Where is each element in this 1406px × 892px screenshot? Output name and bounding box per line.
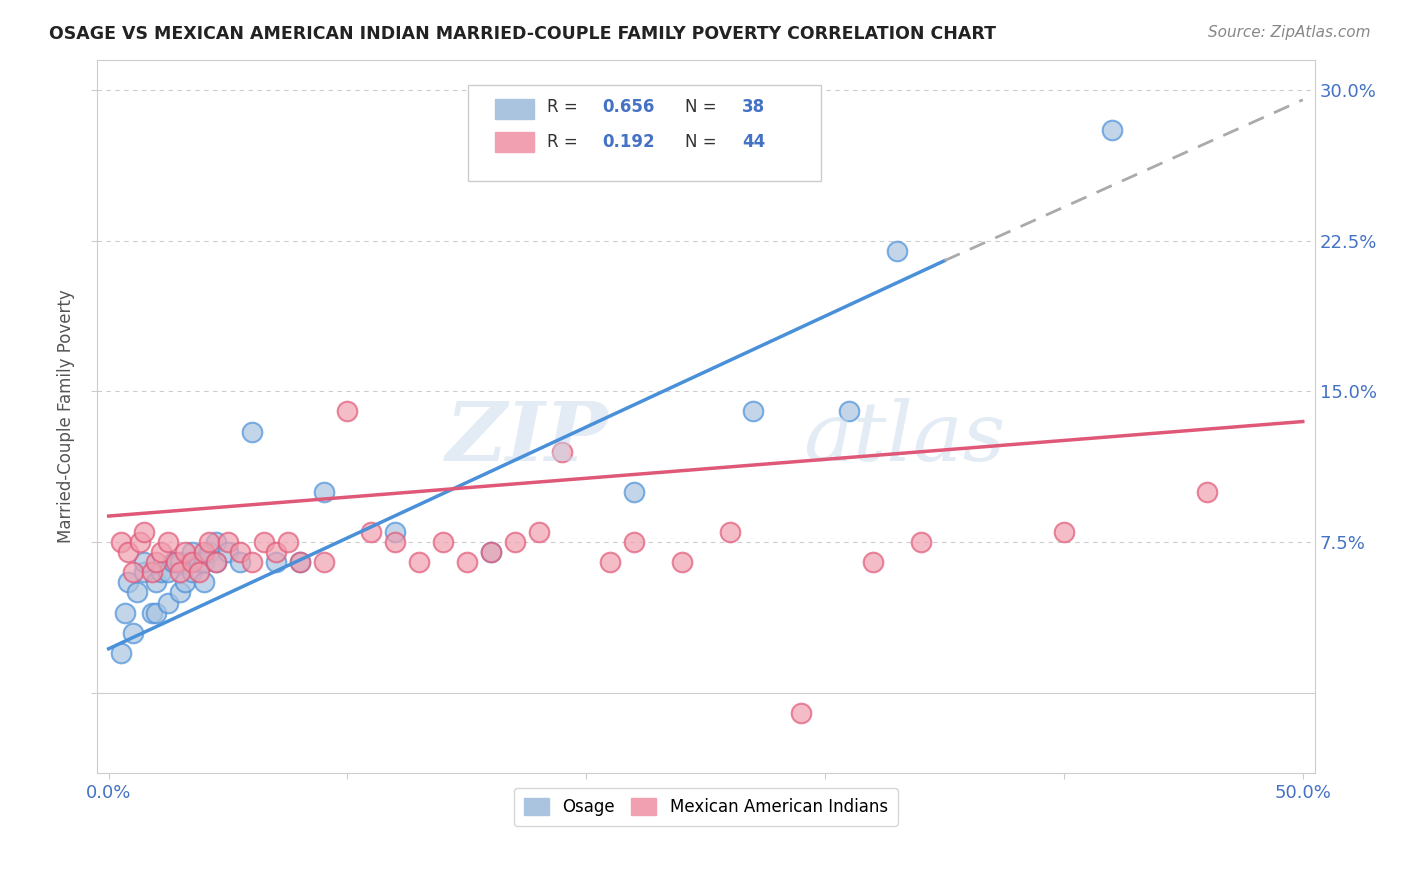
Point — [134, 566, 156, 580]
Point — [862, 555, 884, 569]
Point — [188, 566, 211, 580]
Point — [229, 545, 252, 559]
Text: 38: 38 — [742, 98, 765, 117]
Point — [838, 404, 860, 418]
Point — [145, 555, 167, 569]
Point — [479, 545, 502, 559]
Point — [312, 555, 335, 569]
Point — [217, 535, 239, 549]
Text: 0.192: 0.192 — [602, 133, 655, 151]
Point — [198, 535, 221, 549]
Point — [114, 606, 136, 620]
Point — [117, 545, 139, 559]
Point — [157, 535, 180, 549]
Bar — [495, 132, 534, 153]
Point — [886, 244, 908, 258]
Point — [117, 575, 139, 590]
Text: 0.656: 0.656 — [602, 98, 655, 117]
Legend: Osage, Mexican American Indians: Osage, Mexican American Indians — [513, 788, 898, 826]
Point — [742, 404, 765, 418]
Point — [277, 535, 299, 549]
Point — [181, 555, 204, 569]
Point — [551, 444, 574, 458]
Point — [110, 535, 132, 549]
Point — [264, 545, 287, 559]
Point — [217, 545, 239, 559]
Point — [1053, 525, 1076, 540]
Text: R =: R = — [547, 98, 583, 117]
Point — [181, 545, 204, 559]
Point — [193, 575, 215, 590]
Point — [312, 484, 335, 499]
Point — [288, 555, 311, 569]
Point — [503, 535, 526, 549]
Text: R =: R = — [547, 133, 583, 151]
Point — [205, 535, 228, 549]
Point — [169, 585, 191, 599]
Point — [157, 566, 180, 580]
Point — [145, 575, 167, 590]
Point — [790, 706, 813, 720]
Point — [479, 545, 502, 559]
Point — [162, 555, 184, 569]
Point — [121, 625, 143, 640]
Point — [264, 555, 287, 569]
Point — [150, 545, 173, 559]
Point — [360, 525, 382, 540]
Point — [205, 555, 228, 569]
Point — [141, 606, 163, 620]
Point — [188, 555, 211, 569]
Point — [121, 566, 143, 580]
Text: N =: N = — [685, 133, 721, 151]
Point — [145, 606, 167, 620]
Point — [1197, 484, 1219, 499]
Point — [198, 545, 221, 559]
Point — [384, 525, 406, 540]
Text: ZIP: ZIP — [446, 398, 609, 478]
Point — [174, 545, 197, 559]
Text: OSAGE VS MEXICAN AMERICAN INDIAN MARRIED-COUPLE FAMILY POVERTY CORRELATION CHART: OSAGE VS MEXICAN AMERICAN INDIAN MARRIED… — [49, 25, 997, 43]
Point — [432, 535, 454, 549]
Point — [165, 555, 187, 569]
Point — [336, 404, 359, 418]
Point — [240, 425, 263, 439]
Point — [150, 566, 173, 580]
Point — [157, 595, 180, 609]
Point — [527, 525, 550, 540]
Point — [134, 525, 156, 540]
Point — [456, 555, 478, 569]
Text: Source: ZipAtlas.com: Source: ZipAtlas.com — [1208, 25, 1371, 40]
Point — [169, 555, 191, 569]
Point — [169, 566, 191, 580]
Point — [134, 555, 156, 569]
Point — [229, 555, 252, 569]
Point — [718, 525, 741, 540]
Point — [910, 535, 932, 549]
Point — [623, 535, 645, 549]
Point — [384, 535, 406, 549]
Text: atlas: atlas — [803, 398, 1005, 478]
Point — [193, 545, 215, 559]
Point — [181, 566, 204, 580]
FancyBboxPatch shape — [468, 85, 821, 181]
Point — [1101, 123, 1123, 137]
Point — [205, 555, 228, 569]
Point — [253, 535, 276, 549]
Point — [671, 555, 693, 569]
Point — [174, 575, 197, 590]
Bar — [495, 99, 534, 119]
Point — [288, 555, 311, 569]
Point — [127, 585, 149, 599]
Point — [240, 555, 263, 569]
Point — [408, 555, 430, 569]
Point — [141, 566, 163, 580]
Point — [599, 555, 621, 569]
Text: N =: N = — [685, 98, 721, 117]
Point — [623, 484, 645, 499]
Point — [110, 646, 132, 660]
Point — [193, 555, 215, 569]
Text: 44: 44 — [742, 133, 765, 151]
Y-axis label: Married-Couple Family Poverty: Married-Couple Family Poverty — [58, 290, 75, 543]
Point — [128, 535, 150, 549]
